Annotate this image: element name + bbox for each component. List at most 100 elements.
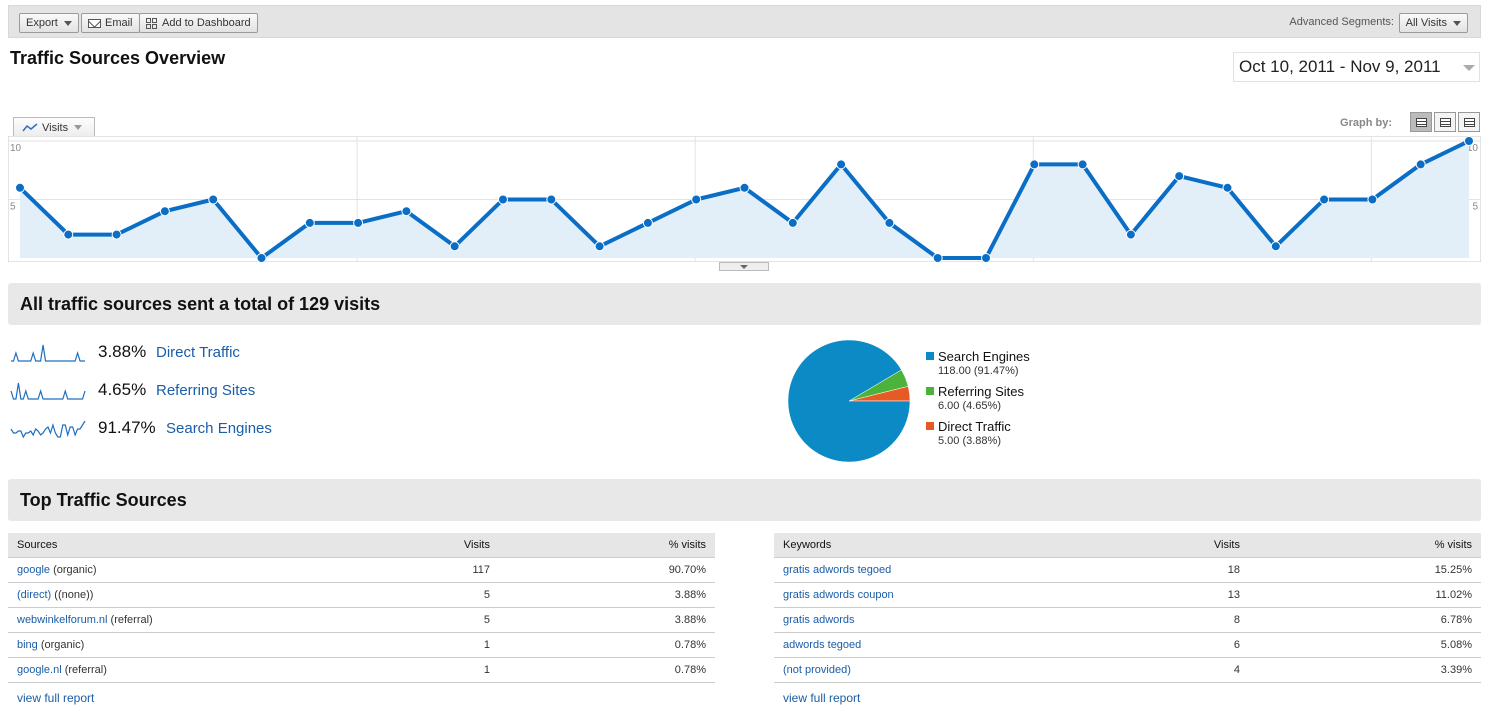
export-label: Export (26, 17, 58, 29)
y-tick-label: 5 (1472, 202, 1478, 213)
keyword-link[interactable]: gratis adwords (783, 613, 855, 626)
sparkline (11, 344, 85, 362)
table-row: google.nl (referral) 1 0.78% (8, 657, 715, 683)
source-link[interactable]: bing (17, 638, 38, 651)
keyword-link[interactable]: (not provided) (783, 663, 851, 676)
column-header[interactable]: Visits (379, 533, 499, 558)
data-point (159, 206, 170, 217)
table-row: webwinkelforum.nl (referral) 5 3.88% (8, 607, 715, 633)
pct-cell: 0.78% (499, 632, 715, 658)
day-icon (1416, 118, 1427, 127)
series-area (20, 141, 1469, 258)
pct-cell: 15.25% (1249, 557, 1481, 583)
table-row: (not provided) 4 3.39% (774, 657, 1481, 683)
keywords-view-full-report-link[interactable]: view full report (783, 691, 861, 705)
source-link[interactable]: google (17, 563, 51, 576)
source-link[interactable]: (direct) (17, 588, 52, 601)
data-point (449, 241, 460, 252)
column-header[interactable]: Visits (1129, 533, 1249, 558)
data-point (111, 229, 122, 240)
column-header[interactable]: % visits (1249, 533, 1481, 558)
visits-cell: 1 (379, 632, 499, 658)
data-point (932, 253, 943, 262)
pct-cell: 90.70% (499, 557, 715, 583)
source-link[interactable]: webwinkelforum.nl (17, 613, 108, 626)
keyword-link[interactable]: gratis adwords tegoed (783, 563, 892, 576)
keywords-table: Keywords Visits % visits gratis adwords … (774, 533, 1481, 683)
column-header[interactable]: Sources (8, 533, 379, 558)
chevron-down-icon (74, 125, 83, 130)
legend-item: Direct Traffic 5.00 (3.88%) (926, 419, 1030, 454)
export-button[interactable]: Export (19, 13, 79, 33)
source-percent: 91.47% (98, 418, 156, 437)
metric-label: Visits (42, 121, 69, 134)
visits-cell: 1 (379, 657, 499, 683)
date-range-value: Oct 10, 2011 - Nov 9, 2011 (1239, 57, 1441, 76)
source-link[interactable]: google.nl (17, 663, 62, 676)
chevron-down-icon (1463, 65, 1475, 71)
medium: (organic) (40, 638, 85, 651)
segment-select[interactable]: All Visits (1398, 13, 1468, 33)
chart-expand-handle[interactable] (719, 262, 769, 271)
summary-heading: All traffic sources sent a total of 129 … (8, 283, 1481, 325)
date-range-picker[interactable]: Oct 10, 2011 - Nov 9, 2011 (1233, 52, 1480, 82)
y-tick-label: 10 (10, 143, 22, 154)
visits-cell: 8 (1129, 607, 1249, 633)
month-icon (1464, 118, 1475, 127)
direct-traffic-link[interactable]: Direct Traffic (156, 344, 240, 361)
source-percent: 3.88% (98, 342, 147, 361)
legend-value: 5.00 (3.88%) (938, 435, 1001, 447)
column-header[interactable]: % visits (499, 533, 715, 558)
referring-sites-link[interactable]: Referring Sites (156, 382, 256, 399)
data-point (739, 182, 750, 193)
pie-slice (787, 339, 911, 463)
pct-cell: 3.39% (1249, 657, 1481, 683)
dashboard-icon (146, 17, 157, 29)
pct-cell: 11.02% (1249, 582, 1481, 608)
data-point (1464, 136, 1474, 146)
source-percent: 4.65% (98, 380, 147, 399)
graph-by-label: Graph by: (1340, 117, 1392, 129)
segment-value: All Visits (1405, 17, 1447, 29)
data-point (1367, 194, 1378, 205)
sparkline (10, 382, 86, 400)
add-to-dashboard-button[interactable]: Add to Dashboard (139, 13, 258, 33)
sources-view-full-report-link[interactable]: view full report (17, 691, 95, 705)
data-point (63, 229, 74, 240)
table-row: google (organic) 117 90.70% (8, 557, 715, 583)
legend-swatch (926, 387, 934, 395)
traffic-pie-chart (787, 339, 911, 463)
keyword-link[interactable]: adwords tegoed (783, 638, 862, 651)
graph-by-week-button[interactable] (1434, 112, 1456, 132)
legend-name: Direct Traffic (938, 419, 1011, 434)
medium: (referral) (64, 663, 107, 676)
sparkline (10, 420, 86, 439)
data-point (256, 253, 267, 262)
medium: ((none)) (54, 588, 94, 601)
data-point (981, 253, 991, 262)
top-sources-heading: Top Traffic Sources (8, 479, 1481, 521)
email-button[interactable]: Email (81, 13, 140, 33)
y-tick-label: 5 (10, 202, 16, 213)
data-point (691, 194, 702, 205)
visits-cell: 117 (379, 557, 499, 583)
data-point (787, 217, 798, 228)
data-point (401, 206, 412, 217)
visits-cell: 6 (1129, 632, 1249, 658)
graph-by-month-button[interactable] (1458, 112, 1480, 132)
search-engines-link[interactable]: Search Engines (166, 420, 272, 437)
week-icon (1440, 118, 1451, 127)
visits-cell: 5 (379, 582, 499, 608)
sources-table: Sources Visits % visits google (organic)… (8, 533, 715, 683)
metric-selector[interactable]: Visits (13, 117, 95, 137)
data-point (1415, 159, 1426, 170)
add-to-dashboard-label: Add to Dashboard (162, 17, 251, 29)
graph-by-day-button[interactable] (1410, 112, 1432, 132)
visits-cell: 5 (379, 607, 499, 633)
data-point (304, 217, 315, 228)
column-header[interactable]: Keywords (774, 533, 1129, 558)
keyword-link[interactable]: gratis adwords coupon (783, 588, 894, 601)
table-row: gratis adwords tegoed 18 15.25% (774, 557, 1481, 583)
sparkline-path (11, 344, 85, 362)
y-tick-label: 10 (1467, 143, 1479, 154)
